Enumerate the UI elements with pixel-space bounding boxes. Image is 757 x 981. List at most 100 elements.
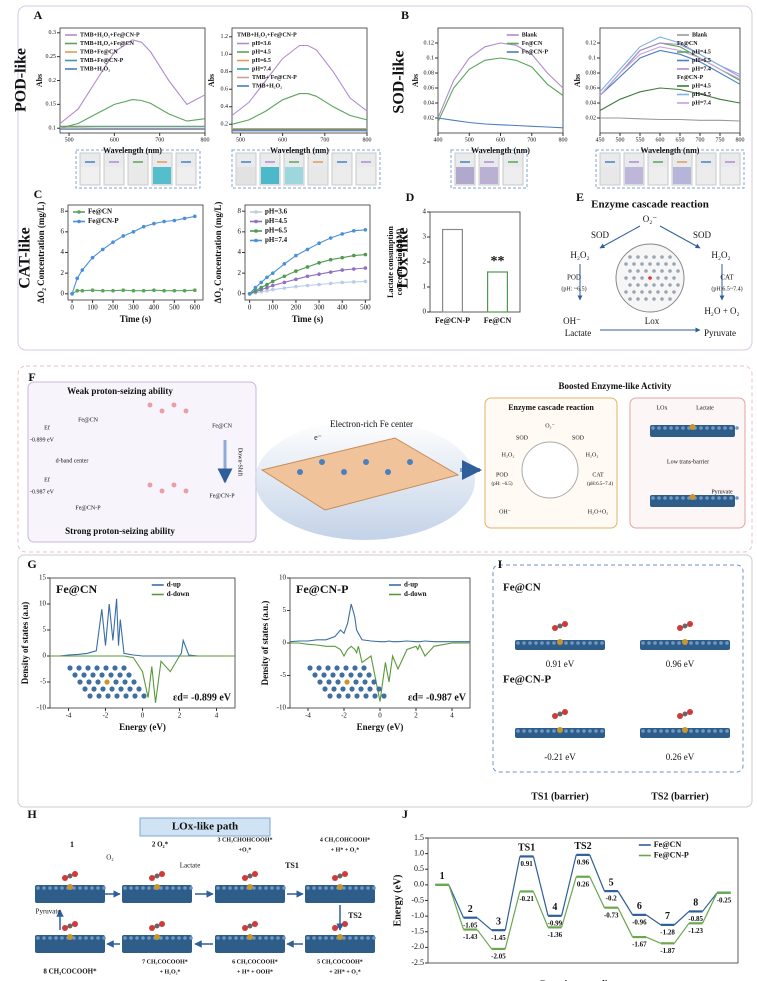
point bbox=[182, 288, 187, 293]
diagram-text: Ef bbox=[44, 424, 50, 431]
y-tick-label: 5 bbox=[283, 606, 287, 614]
atom bbox=[252, 886, 256, 890]
atom bbox=[660, 297, 664, 301]
atom bbox=[154, 873, 160, 879]
atom bbox=[664, 262, 668, 266]
legend-label: TMB+H₂O₂ bbox=[252, 83, 282, 89]
atom bbox=[129, 886, 133, 890]
x-tick-label: -4 bbox=[305, 712, 311, 720]
atom bbox=[60, 886, 64, 890]
point bbox=[328, 257, 333, 262]
diagram-text: Pyruvate bbox=[711, 489, 733, 495]
atom bbox=[348, 886, 352, 890]
y-axis-label: Abs bbox=[411, 74, 420, 87]
atom bbox=[640, 290, 644, 294]
atom bbox=[540, 641, 544, 645]
atom bbox=[276, 936, 280, 940]
vial-liquid bbox=[285, 167, 303, 184]
legend-label: pH=3.6 bbox=[252, 41, 271, 47]
atom bbox=[717, 496, 721, 500]
x-axis-label: Reaction coordinate bbox=[540, 979, 626, 981]
point bbox=[265, 275, 269, 280]
point bbox=[317, 272, 321, 276]
data-label: -0.25 bbox=[717, 896, 732, 904]
y-axis-label: Abs bbox=[207, 74, 216, 87]
atom bbox=[258, 936, 262, 940]
diagram-text: 0.91 eV bbox=[546, 659, 575, 669]
y-tick-label: 10 bbox=[279, 574, 287, 582]
x-tick-label: 0 bbox=[70, 304, 74, 312]
legend-title: TMB+H₂O₂+Fe@CN-P bbox=[237, 32, 297, 38]
atom bbox=[687, 709, 693, 715]
atom bbox=[165, 886, 169, 890]
connector bbox=[589, 876, 605, 908]
legend-label: TMB+H₂O₂ bbox=[80, 66, 110, 72]
diagram-text: POD bbox=[496, 472, 509, 478]
catalyst-circle bbox=[521, 441, 579, 499]
x-tick-label: 500 bbox=[360, 304, 371, 312]
atom bbox=[570, 641, 574, 645]
atom bbox=[594, 729, 598, 733]
atom bbox=[677, 713, 683, 719]
atom bbox=[324, 886, 328, 890]
legend-label: pH=4.5 bbox=[252, 49, 271, 55]
atom bbox=[723, 496, 727, 500]
y-tick-label: 0 bbox=[61, 289, 65, 297]
atom bbox=[149, 925, 155, 931]
atom bbox=[147, 936, 151, 940]
panel-frame bbox=[17, 554, 753, 808]
atom bbox=[154, 923, 160, 929]
atom bbox=[546, 641, 550, 645]
x-tick-label: 2 bbox=[414, 712, 418, 720]
series-line bbox=[59, 99, 206, 129]
bar bbox=[442, 228, 464, 313]
lattice-atom bbox=[122, 679, 128, 685]
atom bbox=[62, 925, 68, 931]
vial-liquid bbox=[721, 167, 739, 184]
diagram-text: H₂O + O₂ bbox=[704, 306, 739, 316]
state-label: TS1 bbox=[518, 843, 535, 854]
lattice-atom bbox=[104, 679, 110, 685]
diagram-text: 5 CH₃COCOOH* bbox=[317, 959, 363, 965]
series-line bbox=[437, 57, 564, 123]
diagram-text: 2 O₂* bbox=[152, 841, 169, 849]
atom bbox=[600, 729, 604, 733]
atom bbox=[165, 936, 169, 940]
atom bbox=[656, 276, 660, 280]
lattice-atom bbox=[67, 665, 73, 671]
y-tick-label: 1 bbox=[423, 283, 427, 291]
x-axis-label: Wavelength (nm) bbox=[103, 146, 162, 155]
state-label: 4 bbox=[552, 902, 557, 913]
x-tick-label: 650 bbox=[676, 137, 685, 143]
diagram-text: H₂O₂ bbox=[502, 452, 515, 458]
point bbox=[162, 288, 166, 293]
diagram-text: Fe@CN bbox=[212, 423, 233, 429]
point bbox=[80, 288, 85, 293]
x-tick-label: 600 bbox=[190, 304, 201, 312]
fe-atom bbox=[247, 934, 253, 940]
atom bbox=[147, 886, 151, 890]
diagram-text: H₂O₂ bbox=[570, 250, 589, 260]
atom bbox=[189, 886, 193, 890]
x-tick-label: 100 bbox=[268, 304, 279, 312]
atom bbox=[695, 641, 699, 645]
lattice-atom bbox=[136, 686, 142, 692]
atom bbox=[306, 886, 310, 890]
data-label: -1.36 bbox=[548, 931, 563, 939]
atom bbox=[312, 936, 316, 940]
fe-atom bbox=[557, 639, 563, 645]
atom bbox=[725, 729, 729, 733]
y-tick-label: -5 bbox=[40, 678, 46, 686]
fe-atom bbox=[67, 884, 73, 890]
atom bbox=[562, 621, 568, 627]
atom bbox=[636, 269, 640, 273]
y-tick-label: 0.5 bbox=[414, 864, 424, 873]
series-line bbox=[231, 44, 368, 116]
atom bbox=[159, 408, 165, 414]
atom bbox=[372, 886, 376, 890]
x-tick-label: 300 bbox=[314, 304, 325, 312]
point bbox=[131, 230, 136, 234]
series-line bbox=[290, 642, 470, 702]
point bbox=[294, 253, 298, 258]
atom bbox=[636, 255, 640, 259]
